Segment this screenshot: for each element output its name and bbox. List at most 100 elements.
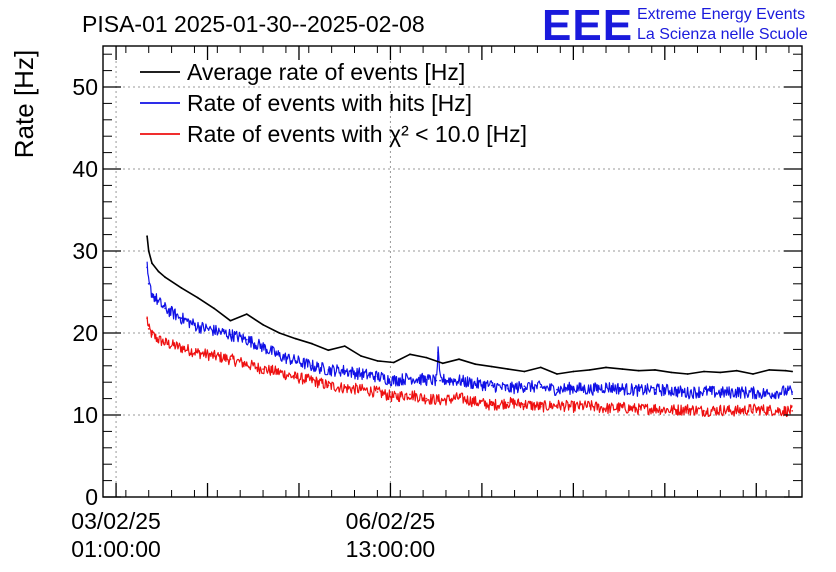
logo-line-1: Extreme Energy Events <box>637 6 805 23</box>
legend: Average rate of events [Hz] Rate of event… <box>140 59 527 147</box>
data-point-1 <box>439 379 441 382</box>
data-point-0 <box>490 365 493 368</box>
data-point-2 <box>784 410 787 412</box>
data-point-2 <box>146 317 149 320</box>
data-point-1 <box>376 375 379 378</box>
data-point-1 <box>425 378 428 381</box>
data-point-1 <box>294 360 297 362</box>
data-point-2 <box>360 388 362 391</box>
data-point-2 <box>490 404 493 407</box>
data-point-2 <box>686 408 689 411</box>
data-point-2 <box>294 376 297 379</box>
data-point-1 <box>213 329 216 332</box>
x-tick-label-date: 03/02/25 <box>71 508 161 534</box>
data-point-0 <box>588 369 591 371</box>
data-point-2 <box>409 393 411 396</box>
series-line-0 <box>146 236 793 375</box>
data-point-2 <box>768 409 771 411</box>
data-point-0 <box>507 368 509 370</box>
y-tick-label: 40 <box>72 156 98 182</box>
chart-title: PISA-01 2025-01-30--2025-02-08 <box>82 11 425 37</box>
plot-frame <box>102 45 803 498</box>
data-point-0 <box>151 262 153 265</box>
y-tick-label: 0 <box>85 484 98 510</box>
data-point-0 <box>180 287 183 289</box>
data-point-0 <box>523 370 526 373</box>
data-point-1 <box>164 307 167 310</box>
data-point-0 <box>294 337 297 340</box>
data-point-0 <box>327 349 330 352</box>
eee-logo: EEE Extreme Energy Events La Scienza nel… <box>542 1 808 50</box>
data-point-2 <box>196 351 199 354</box>
data-point-1 <box>654 388 656 391</box>
data-point-2 <box>719 409 722 411</box>
data-point-1 <box>556 388 558 391</box>
data-point-1 <box>703 390 705 393</box>
data-point-0 <box>146 235 149 238</box>
y-tick-label: 30 <box>72 238 98 264</box>
data-point-0 <box>392 361 395 364</box>
logo-letters: EEE <box>542 1 633 50</box>
data-point-0 <box>278 332 281 334</box>
data-point-1 <box>490 384 493 387</box>
data-point-1 <box>670 389 673 392</box>
data-point-0 <box>360 355 362 357</box>
data-point-2 <box>539 405 542 408</box>
data-point-2 <box>703 410 705 412</box>
data-point-1 <box>278 355 281 357</box>
data-point-0 <box>147 250 150 252</box>
data-point-0 <box>213 307 216 310</box>
data-point-1 <box>311 364 313 367</box>
data-point-0 <box>539 366 542 369</box>
data-point-2 <box>735 410 738 412</box>
data-point-1 <box>360 373 362 375</box>
data-point-0 <box>637 369 640 372</box>
data-point-2 <box>556 404 558 407</box>
series-line-1 <box>146 261 793 400</box>
data-point-1 <box>147 282 150 285</box>
data-point-0 <box>474 363 477 366</box>
y-axis-label: Rate [Hz] <box>9 50 39 158</box>
data-point-2 <box>507 401 509 404</box>
data-point-1 <box>539 386 542 388</box>
data-point-1 <box>441 378 444 381</box>
data-point-1 <box>437 351 439 354</box>
data-point-2 <box>229 358 232 361</box>
data-point-0 <box>245 313 248 315</box>
data-point-1 <box>409 377 411 379</box>
data-point-2 <box>791 410 794 412</box>
data-point-1 <box>637 389 640 392</box>
data-point-2 <box>278 371 281 374</box>
grid <box>103 46 802 497</box>
series-line-2 <box>146 316 793 418</box>
data-point-0 <box>556 373 558 375</box>
data-point-0 <box>572 370 575 373</box>
data-point-2 <box>151 333 153 336</box>
series-layer <box>146 235 794 418</box>
data-point-2 <box>245 363 248 366</box>
data-point-2 <box>572 405 575 408</box>
data-point-2 <box>654 407 656 410</box>
data-point-2 <box>164 341 167 344</box>
data-point-0 <box>157 270 160 273</box>
legend-label-1: Rate of events with hits [Hz] <box>187 90 472 116</box>
data-point-1 <box>435 379 438 382</box>
data-point-2 <box>311 379 313 382</box>
data-point-0 <box>458 358 460 361</box>
data-point-0 <box>670 371 673 374</box>
data-point-1 <box>196 325 199 328</box>
x-tick-label-time: 01:00:00 <box>71 536 161 562</box>
data-point-1 <box>621 387 624 390</box>
data-point-0 <box>768 369 771 371</box>
data-point-1 <box>392 379 395 382</box>
data-point-0 <box>605 366 607 369</box>
data-point-1 <box>229 333 232 336</box>
y-tick-label: 10 <box>72 402 98 428</box>
data-point-2 <box>262 368 264 370</box>
data-point-2 <box>180 346 183 349</box>
data-point-0 <box>425 356 428 359</box>
data-point-1 <box>507 387 509 390</box>
data-point-2 <box>474 401 477 403</box>
